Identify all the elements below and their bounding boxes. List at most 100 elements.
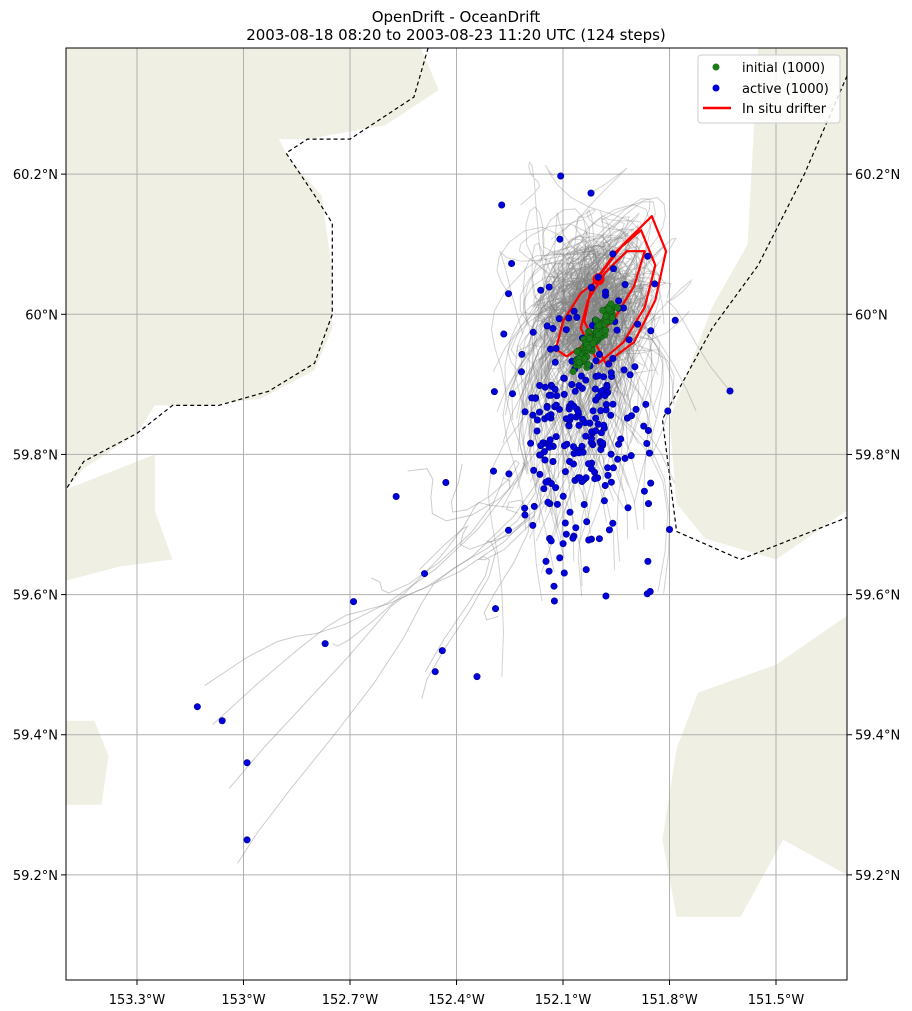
trajectory-line <box>521 295 638 471</box>
active-particle <box>521 408 529 416</box>
trajectory-line <box>370 476 511 594</box>
active-particle <box>602 400 610 408</box>
trajectory-line <box>450 459 520 513</box>
active-particle <box>609 265 617 273</box>
x-tick-label: 153°W <box>221 993 265 1008</box>
active-particle <box>549 457 557 465</box>
trajectory-line <box>566 212 640 321</box>
active-particle <box>521 504 529 512</box>
initial-particle <box>589 340 597 347</box>
trajectory-line <box>541 218 591 360</box>
active-particle <box>587 465 595 473</box>
active-particle <box>631 363 639 371</box>
active-particle <box>647 479 655 487</box>
trajectory-line <box>541 208 647 288</box>
trajectory-line <box>560 281 629 461</box>
active-particle <box>546 436 554 444</box>
active-particle <box>552 401 560 409</box>
active-particle <box>490 388 498 396</box>
initial-particle <box>608 314 616 322</box>
active-particle <box>613 326 621 334</box>
trajectory-line <box>543 236 642 327</box>
active-particle <box>561 519 569 527</box>
active-particle <box>604 464 612 472</box>
active-particle <box>627 412 635 420</box>
y-tick-label-right: 60.2°N <box>855 168 900 183</box>
legend-active-marker <box>712 84 720 92</box>
active-particle <box>595 350 603 358</box>
trajectory-line <box>534 245 595 386</box>
trajectory-line <box>496 272 593 412</box>
trajectory-line <box>228 500 544 789</box>
trajectory-line <box>565 296 628 424</box>
active-particle <box>644 557 652 565</box>
active-particle <box>594 273 602 281</box>
active-particle <box>545 283 553 291</box>
trajectory-line <box>204 461 528 687</box>
land-polygon <box>66 720 109 805</box>
active-particle <box>575 449 583 457</box>
grid-lines <box>66 48 847 980</box>
active-particle <box>592 357 600 365</box>
active-particle <box>566 508 574 516</box>
active-particle <box>500 330 508 338</box>
active-particle <box>625 336 633 344</box>
active-particle <box>597 445 605 453</box>
trajectory-line <box>527 236 613 349</box>
active-particle <box>489 467 497 475</box>
active-particle <box>321 640 329 648</box>
active-particle <box>541 456 549 464</box>
active-particle <box>544 498 552 506</box>
trajectory-line <box>576 315 662 492</box>
y-axis-ticks-right: 59.2°N 59.4°N 59.6°N 59.8°N 60°N 60.2°N <box>847 168 900 884</box>
x-tick-label: 152.4°W <box>428 993 485 1008</box>
chart-title: OpenDrift - OceanDrift <box>372 8 541 26</box>
trajectory-line <box>539 282 629 397</box>
active-particle <box>533 416 541 424</box>
land-polygon <box>669 48 847 560</box>
active-particle <box>527 439 535 447</box>
active-particle <box>570 402 578 410</box>
trajectory-line <box>531 257 610 390</box>
active-particle <box>562 530 570 538</box>
active-particle <box>576 474 584 482</box>
active-particle <box>605 360 613 368</box>
active-particle <box>607 478 615 486</box>
trajectory-line <box>492 243 613 373</box>
trajectory-line <box>530 281 635 399</box>
legend-item-active: active (1000) <box>712 82 829 97</box>
active-particle <box>595 535 603 543</box>
trajectory-line <box>517 274 619 452</box>
initial-particle <box>594 331 602 339</box>
active-particle <box>545 567 553 575</box>
trajectory-line <box>516 288 594 489</box>
active-particle <box>644 500 652 508</box>
trajectory-line <box>592 281 675 405</box>
initial-particle <box>614 304 621 312</box>
active-particle <box>602 592 610 600</box>
trajectory-line <box>531 244 615 363</box>
active-particle <box>614 455 622 463</box>
active-particle <box>582 566 590 574</box>
active-particle <box>568 380 576 388</box>
legend-item-initial: initial (1000) <box>712 61 825 76</box>
active-particle <box>643 439 651 447</box>
land-polygon <box>296 55 350 133</box>
active-particle <box>579 415 587 423</box>
trajectory-line <box>332 501 515 647</box>
active-particle <box>529 411 537 419</box>
trajectory-line <box>419 468 540 571</box>
trajectory-line <box>520 160 585 336</box>
active-particle <box>565 422 573 430</box>
initial-particle <box>599 306 607 314</box>
active-particle <box>551 385 559 393</box>
active-particle <box>560 569 568 577</box>
active-particle <box>556 235 564 243</box>
active-particle <box>504 290 512 298</box>
active-particle <box>589 407 597 415</box>
legend-item-drifter: In situ drifter <box>703 102 827 117</box>
active-particle <box>473 673 481 681</box>
active-particle <box>571 387 579 395</box>
trajectory-line <box>541 261 603 513</box>
trajectory-line <box>576 242 641 324</box>
